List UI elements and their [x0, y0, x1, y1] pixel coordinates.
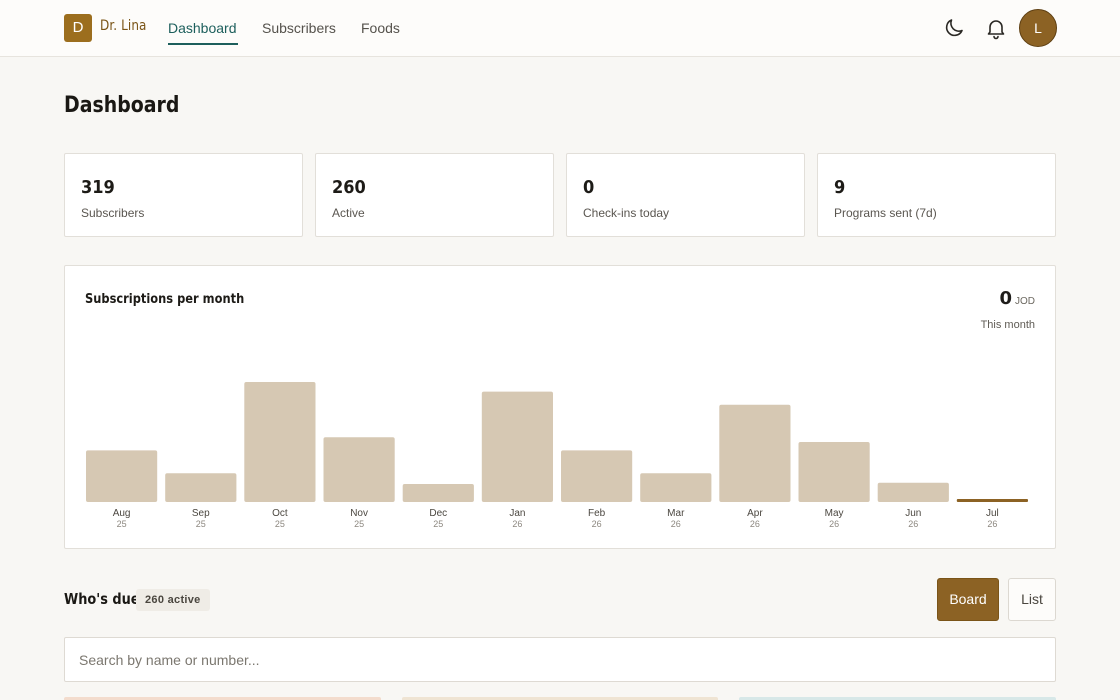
chart-bar-sep[interactable] [165, 473, 237, 502]
stat-card-programs-sent: 9 Programs sent (7d) [817, 153, 1056, 237]
x-tick-label: Apr [747, 508, 763, 519]
stat-label: Active [332, 206, 365, 220]
stat-card-check-ins: 0 Check-ins today [566, 153, 805, 237]
stat-label: Check-ins today [583, 206, 670, 220]
chart-bar-jun[interactable] [877, 482, 949, 502]
board-view-button[interactable]: Board [937, 578, 999, 621]
subscriptions-chart-card: Aug 25 Sep 25 Oct 25 Nov 25 Dec 25 Jan 26 Feb 26 Mar 26… [64, 265, 1056, 549]
chart-bar-mar[interactable] [640, 473, 712, 502]
brand-name[interactable]: Dr. Lina [100, 18, 147, 34]
chart-bar-may[interactable] [798, 442, 870, 502]
chart-title: Subscriptions per month [85, 292, 245, 307]
chart-bar-jan[interactable] [481, 391, 553, 502]
chart-bar-aug[interactable] [86, 450, 158, 502]
x-tick-year: 26 [671, 519, 681, 529]
chart-bar-feb[interactable] [561, 450, 633, 502]
stat-card-active: 260 Active [315, 153, 554, 237]
user-avatar[interactable]: L [1019, 9, 1057, 47]
chart-total-value: 0 [999, 288, 1012, 309]
chart-bar-apr[interactable] [719, 404, 791, 502]
x-tick-year: 25 [354, 519, 364, 529]
x-tick-label: Dec [429, 508, 447, 519]
x-tick-label: Aug [113, 508, 131, 519]
active-count-badge: 260 active [136, 589, 210, 611]
x-tick-year: 26 [512, 519, 522, 529]
chart-bar-oct[interactable] [244, 382, 316, 502]
bell-icon[interactable] [984, 16, 1008, 40]
chart-total: 0 JOD [999, 288, 1035, 309]
x-tick-year: 26 [750, 519, 760, 529]
x-tick-label: Oct [272, 508, 288, 519]
x-tick-label: Jul [986, 508, 999, 519]
nav-tab-foods[interactable]: Foods [361, 20, 400, 36]
nav-active-indicator [168, 43, 238, 45]
nav-tab-dashboard[interactable]: Dashboard [168, 20, 237, 36]
x-tick-year: 25 [117, 519, 127, 529]
page-title: Dashboard [64, 93, 180, 118]
stat-value: 9 [834, 177, 846, 198]
chart-total-caption: This month [980, 319, 1035, 331]
x-tick-label: Mar [667, 508, 685, 519]
x-tick-year: 26 [592, 519, 602, 529]
x-tick-year: 26 [908, 519, 918, 529]
nav-tab-subscribers[interactable]: Subscribers [262, 20, 336, 36]
stat-value: 319 [81, 177, 115, 198]
stat-label: Subscribers [81, 206, 145, 220]
subscriptions-bar-chart: Aug25Sep25Oct25Nov25Dec25Jan26Feb26Mar26… [86, 382, 1028, 529]
list-view-button[interactable]: List [1008, 578, 1056, 621]
brand-logo[interactable]: D [64, 14, 92, 42]
chart-bar-nov[interactable] [323, 437, 395, 502]
board-column-top [64, 697, 381, 700]
board-column-top [739, 697, 1056, 700]
x-tick-label: Jun [905, 508, 921, 519]
x-tick-label: Sep [192, 508, 210, 519]
x-tick-label: May [825, 508, 844, 519]
x-tick-year: 26 [829, 519, 839, 529]
moon-icon[interactable] [942, 16, 966, 40]
stat-value: 260 [332, 177, 366, 198]
x-tick-label: Jan [509, 508, 525, 519]
section-title: Who's due [64, 590, 140, 608]
stat-card-subscribers: 319 Subscribers [64, 153, 303, 237]
x-tick-label: Feb [588, 508, 606, 519]
search-input[interactable] [64, 637, 1056, 682]
x-tick-year: 25 [275, 519, 285, 529]
top-bar: D Dr. Lina Dashboard Subscribers Foods L [0, 0, 1120, 57]
x-tick-year: 26 [987, 519, 997, 529]
chart-total-unit: JOD [1015, 296, 1035, 307]
chart-bar-dec[interactable] [402, 484, 474, 502]
x-tick-year: 25 [433, 519, 443, 529]
stat-label: Programs sent (7d) [834, 206, 937, 220]
board-column-top [402, 697, 718, 700]
x-tick-year: 25 [196, 519, 206, 529]
x-tick-label: Nov [350, 508, 368, 519]
chart-bar-jul[interactable] [956, 499, 1028, 502]
stat-value: 0 [583, 177, 595, 198]
